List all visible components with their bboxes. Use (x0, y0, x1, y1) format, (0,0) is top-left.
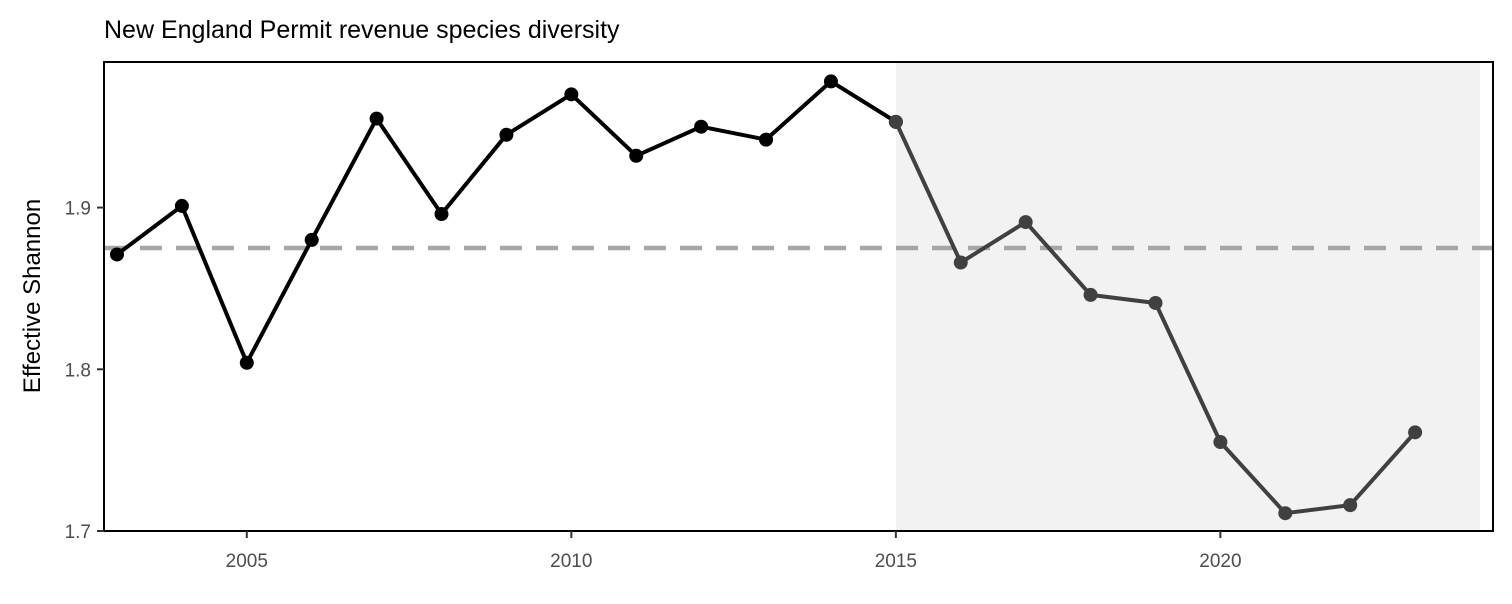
data-point (1083, 287, 1098, 302)
data-point (1278, 506, 1293, 521)
data-point (434, 207, 449, 222)
data-point (564, 87, 579, 102)
series-2 (888, 114, 1423, 521)
data-point (1018, 215, 1033, 230)
panel-border (103, 61, 1494, 532)
data-point (1408, 425, 1423, 440)
series-line (115, 79, 898, 365)
data-point (1213, 435, 1228, 450)
y-tick-label: 1.9 (65, 199, 91, 220)
data-point (499, 127, 514, 142)
y-axis-label: Effective Shannon (19, 199, 46, 393)
data-point (823, 74, 838, 89)
y-tick-label: 1.7 (65, 522, 91, 543)
data-point (953, 255, 968, 270)
data-point (1343, 498, 1358, 513)
x-tick-label: 2020 (1199, 551, 1241, 572)
data-point (174, 198, 189, 213)
data-point (759, 132, 774, 147)
data-point (1148, 295, 1163, 310)
x-tick-label: 2005 (226, 551, 268, 572)
data-point (304, 232, 319, 247)
data-point (694, 119, 709, 134)
chart-title: New England Permit revenue species diver… (104, 16, 620, 44)
data-point (109, 247, 124, 262)
shaded-region (895, 62, 1481, 531)
data-point (369, 111, 384, 126)
x-tick-label: 2010 (550, 551, 592, 572)
plot-area: 2005 2010 2015 2020 1.7 1.8 1.9 (65, 61, 1494, 572)
data-point (239, 355, 254, 370)
series-1 (109, 74, 903, 370)
x-tick-label: 2015 (875, 551, 917, 572)
y-tick-label: 1.8 (65, 360, 91, 381)
data-point (888, 114, 903, 129)
data-point (629, 148, 644, 163)
